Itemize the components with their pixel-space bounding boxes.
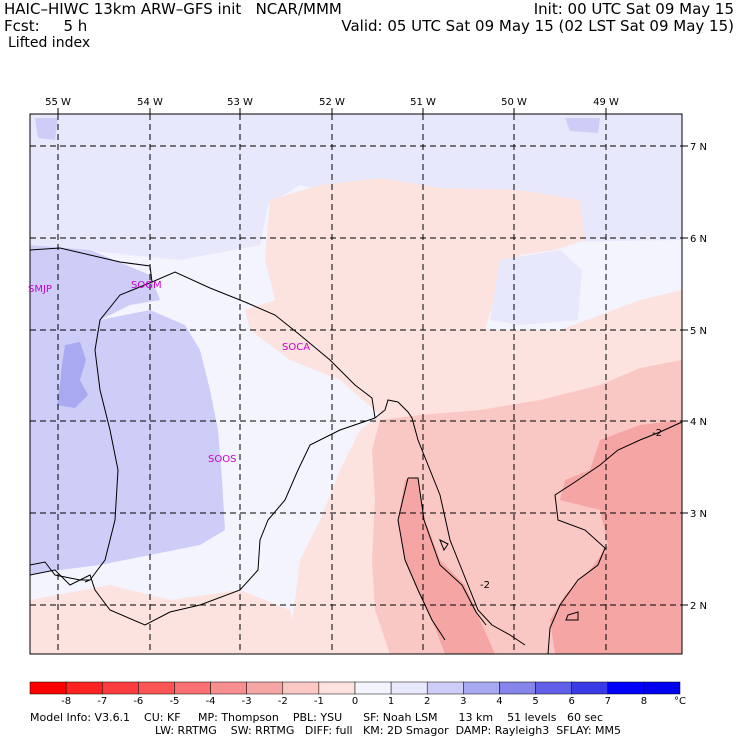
contour-neg2-a [408, 477, 487, 626]
colorbar-label: 4 [496, 696, 502, 707]
colorbar-label: -6 [133, 696, 143, 707]
colorbar-swatch [607, 681, 645, 695]
colorbar-swatch [571, 681, 609, 695]
region-pos1-east [490, 250, 582, 325]
colorbar-labels: -8 -7 -6 -5 -4 -3 -2 -1 0 1 2 3 4 5 6 7 8 [61, 696, 647, 707]
region-neg3-east [550, 420, 682, 654]
border-sw [29, 561, 90, 581]
colorbar-swatch [29, 681, 67, 695]
colorbar-label: -4 [206, 696, 216, 707]
region-pos1-north [30, 114, 682, 300]
lat-label-2n: 2 N [690, 601, 707, 612]
colorbar-label: 1 [388, 696, 394, 707]
region-neg1-sw [30, 585, 300, 654]
footer-physics: LW: RRTMG SW: RRTMG DIFF: full KM: 2D Sm… [155, 724, 621, 737]
lon-label-53w: 53 W [227, 97, 253, 108]
colorbar-label: -1 [314, 696, 324, 707]
field-name: Lifted index [8, 35, 91, 51]
graticule [30, 114, 682, 654]
lat-label-3n: 3 N [690, 509, 707, 520]
border-suriname-west [84, 281, 153, 583]
footer-model-info: Model Info: V3.6.1 CU: KF MP: Thompson P… [30, 711, 603, 724]
colorbar-label: 3 [460, 696, 466, 707]
region-pos2-spot-nw [35, 118, 58, 140]
ticks [57, 108, 688, 606]
lon-label-55w: 55 W [45, 97, 71, 108]
contour-label-south: -2 [480, 580, 490, 591]
region-neg3-core [398, 478, 495, 654]
contour-label-east: -2 [652, 428, 662, 439]
colorbar-swatch [318, 681, 356, 695]
region-pos3-blob [57, 342, 88, 408]
region-pos2-spot-ne [565, 118, 600, 133]
valid-time: Valid: 05 UTC Sat 09 May 15 (02 LST Sat … [341, 17, 734, 35]
lat-label-4n: 4 N [690, 417, 707, 428]
colorbar-label: 8 [641, 696, 647, 707]
colorbar-label: 7 [605, 696, 611, 707]
colorbar [29, 681, 681, 695]
colorbar-swatch [535, 681, 572, 695]
contour-neg2-d [439, 538, 449, 552]
forecast-hour: Fcst: 5 h [4, 17, 88, 35]
colorbar-swatch [101, 681, 139, 695]
contour-neg2-b [397, 477, 446, 641]
lon-label-50w: 50 W [501, 97, 527, 108]
contour-neg2-e [565, 611, 579, 621]
colorbar-swatch [138, 681, 175, 695]
colorbar-swatch [174, 681, 211, 695]
colorbar-swatch [354, 681, 392, 695]
colorbar-swatch [246, 681, 284, 695]
lon-label-51w: 51 W [410, 97, 436, 108]
colorbar-swatch [643, 681, 681, 695]
title-left: HAIC–HIWC 13km ARW–GFS init NCAR/MMM [4, 0, 342, 18]
init-time: Init: 00 UTC Sat 09 May 15 [533, 0, 734, 18]
lon-label-49w: 49 W [593, 97, 619, 108]
station-sogm: SOGM [131, 280, 162, 291]
lon-label-54w: 54 W [137, 97, 163, 108]
lat-label-5n: 5 N [690, 326, 707, 337]
lat-label-7n: 7 N [690, 142, 707, 153]
station-smjp: SMJP [28, 284, 52, 295]
colorbar-swatch [65, 681, 103, 695]
colorbar-swatch [463, 681, 500, 695]
station-soca: SOCA [282, 342, 310, 353]
region-pos2-west [30, 245, 225, 575]
colorbar-label: 2 [424, 696, 430, 707]
colorbar-label: 0 [352, 696, 358, 707]
colorbar-swatch [282, 681, 320, 695]
colorbar-swatch [390, 681, 428, 695]
colorbar-swatch [426, 681, 464, 695]
map-frame [29, 113, 683, 655]
colorbar-label: -7 [97, 696, 107, 707]
station-soos: SOOS [208, 454, 236, 465]
lat-label-6n: 6 N [690, 234, 707, 245]
colorbar-label: 6 [568, 696, 574, 707]
colorbar-label: -5 [169, 696, 179, 707]
colorbar-label: -3 [242, 696, 252, 707]
colorbar-unit: °C [674, 696, 686, 707]
colorbar-label: -8 [61, 696, 71, 707]
colorbar-label: -2 [278, 696, 288, 707]
lon-label-52w: 52 W [319, 97, 345, 108]
colorbar-swatch [210, 681, 247, 695]
border-fg-suriname [29, 417, 376, 626]
coastline [29, 247, 526, 646]
boundaries [29, 247, 683, 655]
colorbar-label: 5 [532, 696, 538, 707]
contour-neg2-c [547, 421, 683, 655]
colorbar-swatch [499, 681, 536, 695]
